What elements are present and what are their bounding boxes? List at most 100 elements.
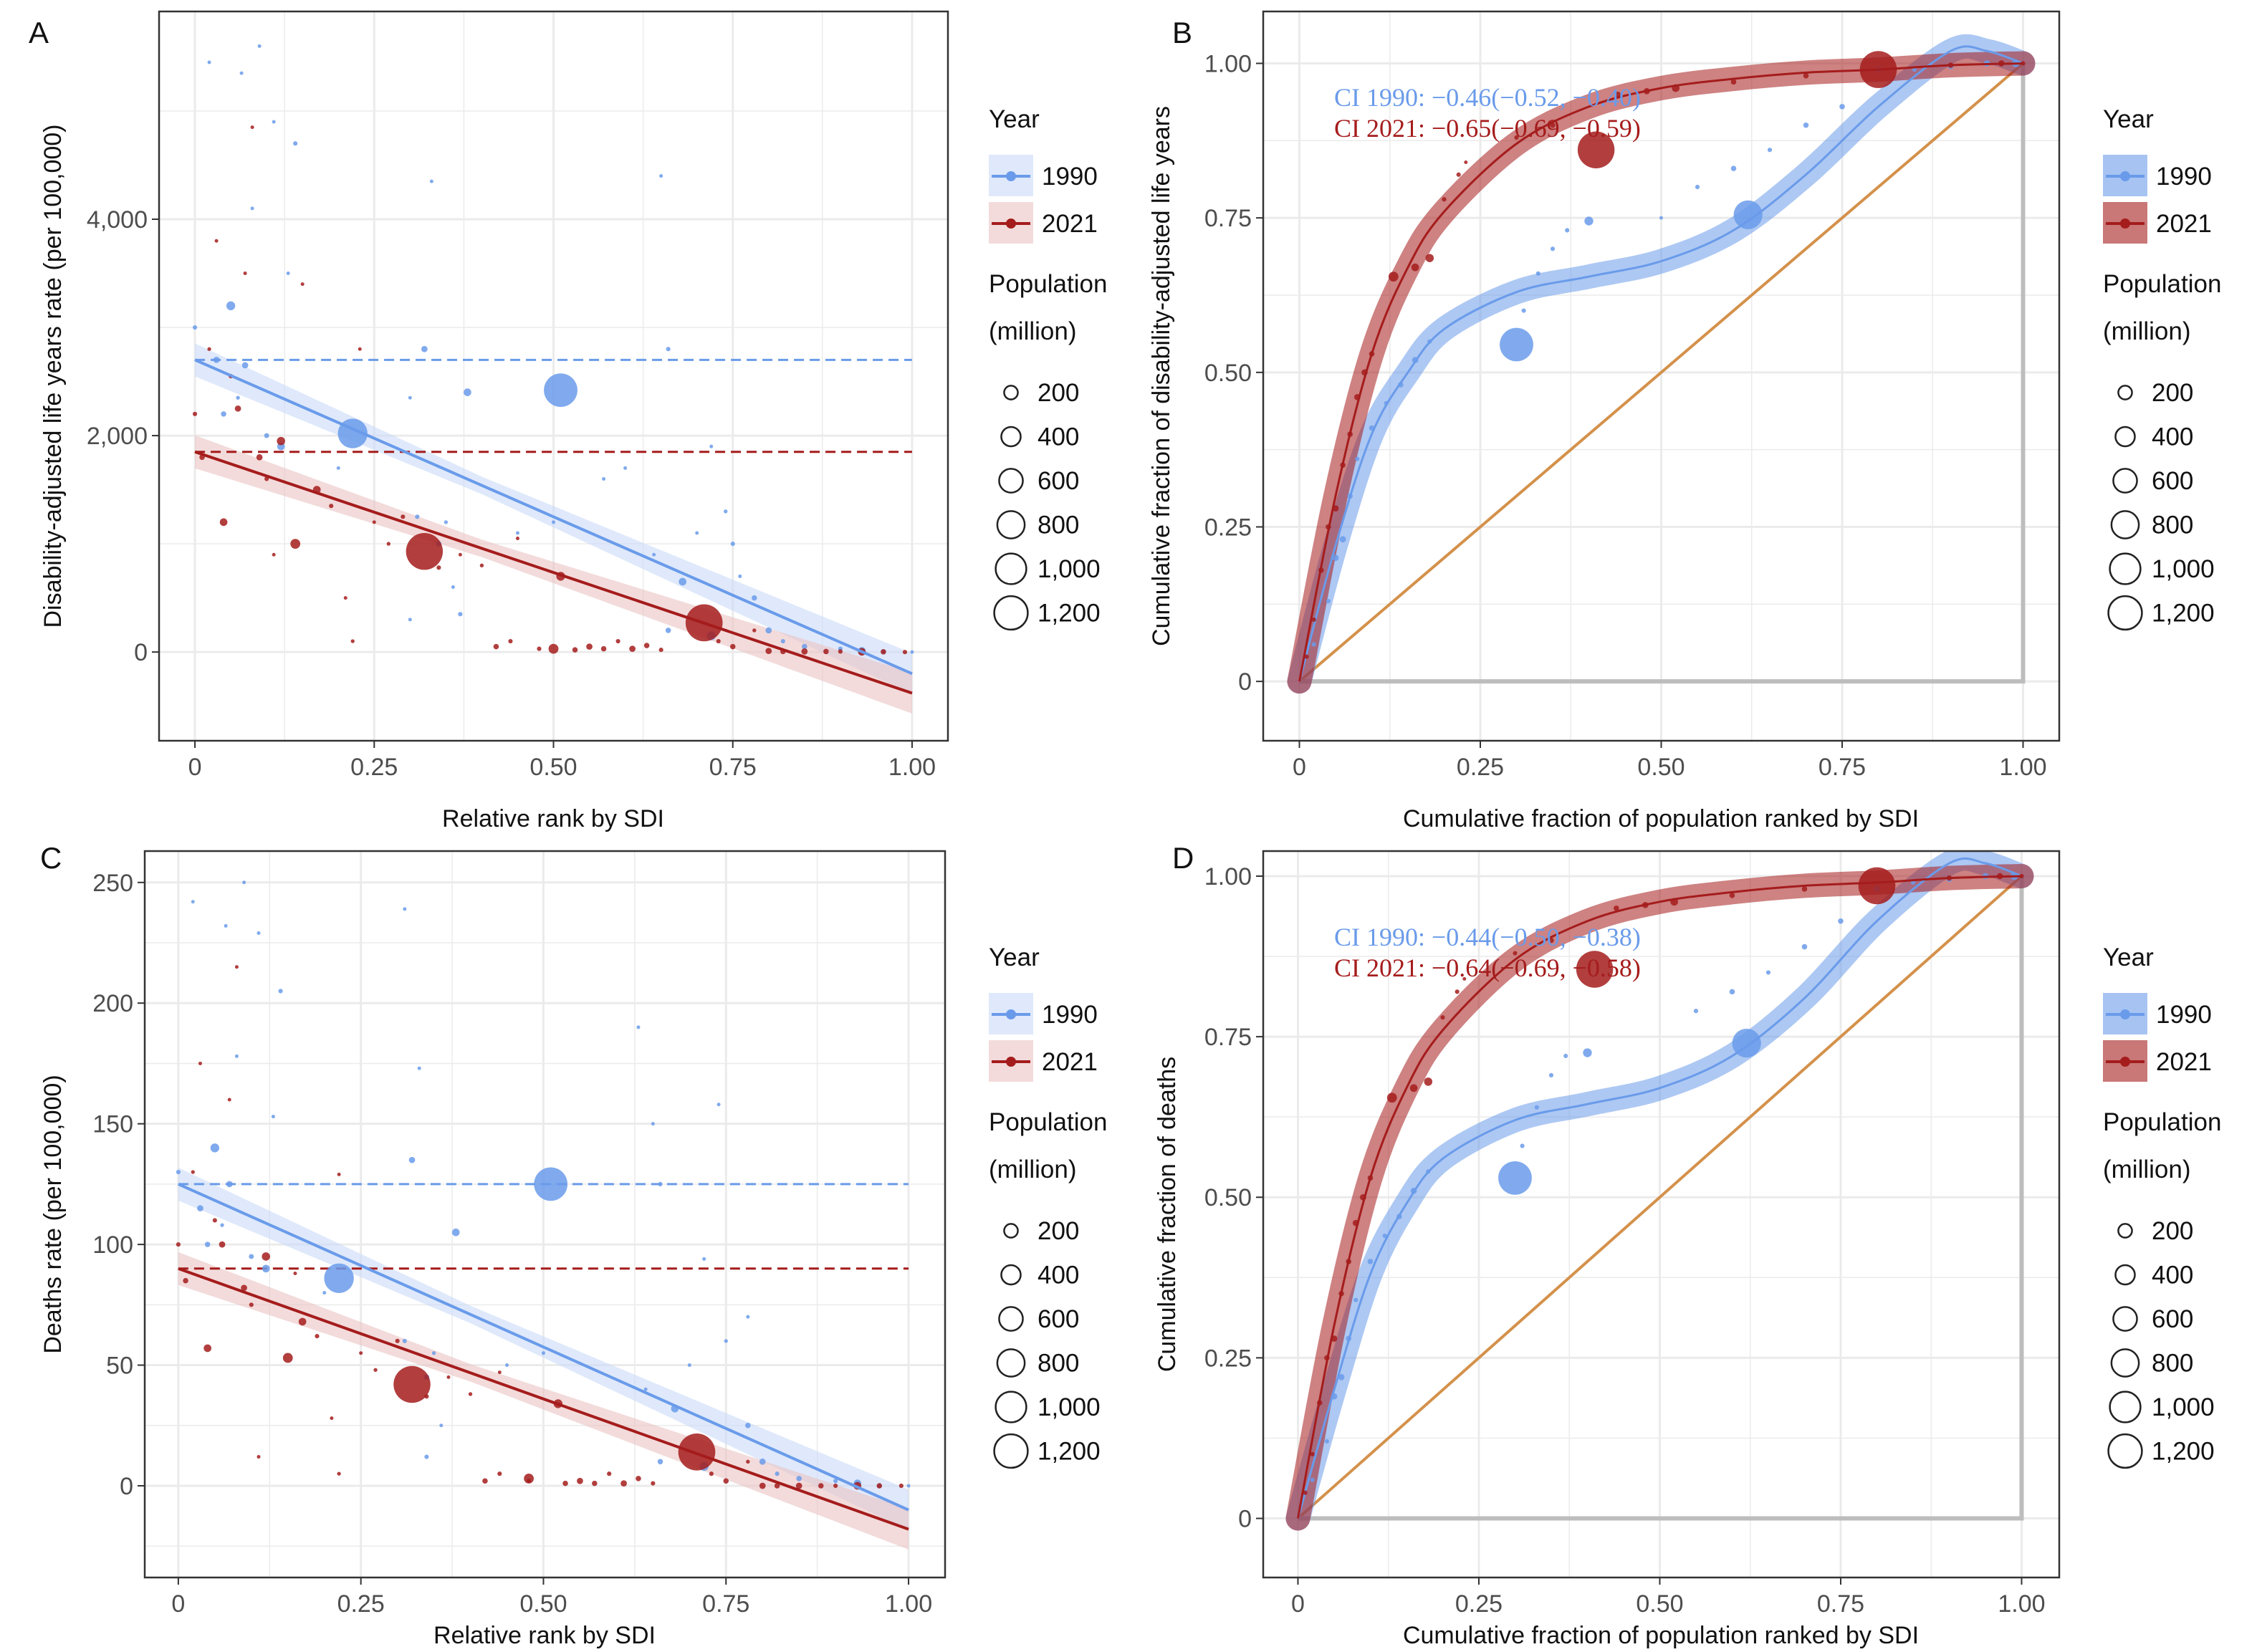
data-point-1990: [544, 373, 578, 408]
data-point-2021: [243, 272, 247, 276]
legend-size-label: 800: [2152, 512, 2193, 539]
data-point-1990: [324, 1263, 354, 1293]
data-point-1990: [213, 356, 220, 363]
data-point-2021: [468, 1392, 473, 1396]
legend-size-circle: [1000, 426, 1022, 448]
legend-size-label: 400: [2152, 1262, 2193, 1290]
data-point-2021: [406, 532, 444, 570]
data-point-1990: [250, 206, 254, 211]
data-point-2021: [1440, 1015, 1445, 1020]
y-tick-label: 50: [106, 1353, 133, 1380]
data-point-1990: [1733, 200, 1763, 229]
data-point-2021: [393, 1365, 431, 1403]
data-point-1990: [738, 574, 742, 578]
legend-year-label: 1990: [1042, 163, 1098, 191]
data-point-1990: [1520, 1143, 1525, 1148]
y-tick-label: 100: [92, 1231, 133, 1259]
legend-size-label: 200: [2152, 379, 2193, 407]
data-point-1990: [1659, 216, 1663, 220]
data-point-1990: [679, 577, 687, 586]
data-point-2021: [1576, 951, 1614, 988]
data-point-1990: [1803, 122, 1809, 128]
legend-population-unit: (million): [2103, 1156, 2191, 1183]
reference-frame-line: [1299, 63, 2026, 684]
data-point-1990: [665, 628, 671, 633]
data-point-2021: [524, 1473, 534, 1484]
data-point-1990: [1500, 327, 1533, 362]
data-point-1990: [1695, 184, 1700, 190]
legend-size-circle: [998, 1306, 1024, 1332]
x-tick-label: 1.00: [1999, 754, 2046, 781]
data-point-1990: [415, 514, 420, 519]
legend-size-circle: [2117, 385, 2133, 400]
x-tick-label: 0.75: [1818, 754, 1866, 781]
data-point-2021: [203, 1344, 211, 1353]
data-point-2021: [330, 1416, 334, 1421]
data-point-1990: [262, 1264, 270, 1273]
legend-year-title: Year: [989, 105, 1040, 133]
data-point-2021: [1456, 172, 1461, 177]
legend-year-title: Year: [2103, 105, 2154, 133]
data-point-1990: [717, 1103, 721, 1107]
data-point-2021: [818, 1483, 824, 1489]
regression-line-1990: [194, 358, 913, 676]
data-point-2021: [636, 1476, 641, 1481]
data-point-1990: [652, 552, 656, 557]
x-axis-title: Relative rank by SDI: [433, 1622, 656, 1649]
data-point-1990: [249, 1254, 254, 1259]
data-point-1990: [745, 1422, 751, 1428]
data-point-1990: [257, 931, 261, 936]
legend-size-circle: [996, 510, 1026, 539]
data-point-2021: [1513, 951, 1518, 956]
data-point-1990: [424, 1454, 429, 1459]
data-point-1990: [192, 325, 198, 330]
data-point-1990: [1563, 1053, 1568, 1059]
data-point-2021: [537, 646, 542, 651]
data-point-2021: [350, 639, 355, 643]
data-point-2021: [629, 645, 636, 652]
legend-year-title: Year: [2103, 943, 2154, 971]
data-point-1990: [1355, 456, 1360, 461]
data-point-1990: [659, 174, 663, 178]
data-point-2021: [1801, 886, 1808, 892]
x-tick-label: 0: [1293, 754, 1306, 781]
data-point-1990: [236, 395, 240, 400]
panel-c: 0 0.25 0.50 0.75 1.00 0 50 100 150 200 250 Relative…: [39, 841, 1107, 1649]
legend-size-label: 1,200: [2152, 600, 2215, 628]
data-point-2021: [250, 125, 254, 130]
data-point-2021: [795, 1482, 802, 1489]
data-point-1990: [1326, 598, 1331, 604]
data-point-2021: [881, 649, 886, 655]
data-point-1990: [197, 1205, 203, 1211]
data-point-2021: [1614, 906, 1619, 911]
y-tick-label: 200: [92, 990, 133, 1017]
x-tick-label: 1.00: [888, 754, 936, 781]
data-point-2021: [401, 514, 406, 519]
data-point-2021: [600, 645, 607, 652]
plot-area: [1287, 34, 2036, 694]
data-point-2021: [1514, 135, 1519, 140]
data-point-1990: [780, 638, 785, 644]
panel-letter: C: [40, 841, 62, 875]
data-point-2021: [1455, 989, 1460, 994]
plot-border: [158, 10, 949, 742]
data-point-1990: [1801, 943, 1808, 950]
data-point-1990: [541, 1351, 545, 1355]
legend-year-label: 2021: [2156, 210, 2212, 238]
legend-size-label: 1,200: [2152, 1438, 2215, 1466]
data-point-2021: [176, 1242, 181, 1247]
legend-size-label: 1,000: [1038, 1393, 1101, 1421]
data-point-2021: [298, 1317, 307, 1326]
data-point-1990: [429, 179, 433, 183]
legend-size-label: 1,000: [2152, 1393, 2215, 1421]
legend-size-circle: [1000, 1264, 1022, 1286]
data-point-2021: [729, 643, 736, 650]
data-point-1990: [402, 1338, 407, 1343]
legend-size-circle: [1003, 1223, 1019, 1239]
data-point-2021: [479, 563, 484, 567]
ci-annotation-1990: CI 1990: −0.44(−0.50, −0.38): [1334, 923, 1641, 951]
y-tick-label: 150: [92, 1111, 133, 1138]
panel-d: 0 0.25 0.50 0.75 1.00 0 0.25 0.50 0.75 1.00 Cumula…: [1154, 841, 2221, 1649]
data-point-1990: [1324, 1439, 1329, 1444]
